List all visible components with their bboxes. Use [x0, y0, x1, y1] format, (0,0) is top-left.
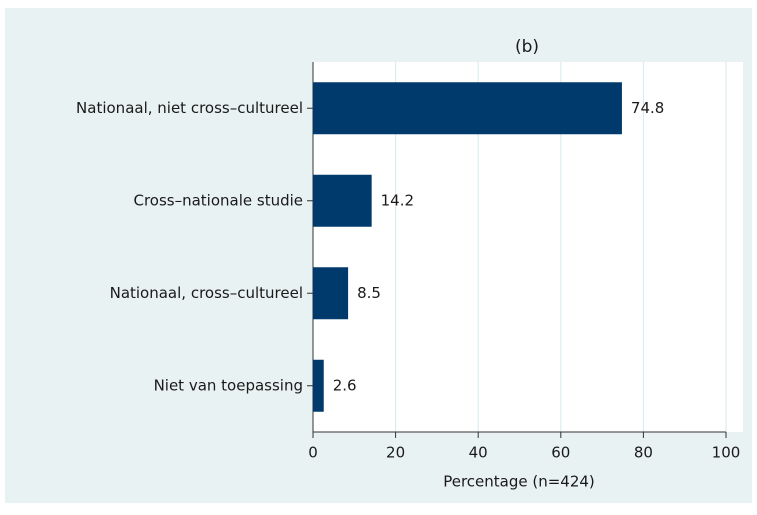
y-tick-label: Cross–nationale studie [133, 191, 303, 209]
bar [313, 359, 324, 412]
value-label: 14.2 [381, 191, 414, 209]
bar [313, 174, 372, 227]
x-tick-label: 0 [308, 444, 318, 462]
value-label: 8.5 [357, 284, 381, 302]
x-tick-label: 20 [386, 444, 405, 462]
x-tick-label: 80 [634, 444, 653, 462]
x-tick-label: 60 [551, 444, 570, 462]
x-tick-label: 100 [712, 444, 741, 462]
y-tick-label: Niet van toepassing [154, 376, 303, 394]
y-tick-label: Nationaal, niet cross–cultureel [76, 99, 303, 117]
bar [313, 82, 622, 135]
bar [313, 267, 349, 320]
value-label: 74.8 [631, 99, 664, 117]
chart-title: (b) [515, 37, 539, 57]
y-tick-label: Nationaal, cross–cultureel [110, 284, 303, 302]
value-label: 2.6 [333, 376, 357, 394]
x-axis-label: Percentage (n=424) [443, 473, 595, 491]
x-tick-label: 40 [469, 444, 488, 462]
